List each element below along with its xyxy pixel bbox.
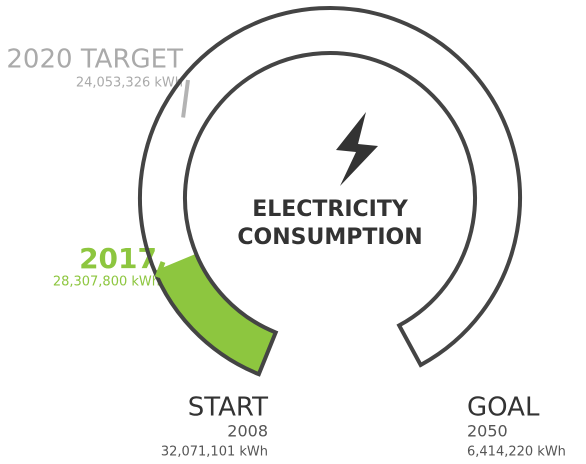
start-year: 2008 — [227, 422, 268, 441]
start-value: 32,071,101 kWh — [161, 445, 268, 460]
goal-year: 2050 — [467, 422, 508, 441]
goal-value: 6,414,220 kWh — [467, 445, 566, 460]
current-value: 28,307,800 kWh — [53, 275, 160, 290]
goal-name: GOAL — [467, 393, 540, 423]
current-pointer — [154, 261, 166, 278]
target-name: 2020 TARGET — [6, 45, 183, 75]
gauge-ring — [138, 6, 522, 377]
current-year: 2017 — [79, 242, 157, 275]
target-marker — [181, 79, 190, 118]
progress-arc — [154, 253, 276, 375]
target-value: 24,053,326 kWh — [76, 76, 183, 91]
chart-title: ELECTRICITY CONSUMPTION — [237, 197, 423, 250]
start-name: START — [188, 393, 268, 423]
lightning-icon — [336, 112, 378, 186]
